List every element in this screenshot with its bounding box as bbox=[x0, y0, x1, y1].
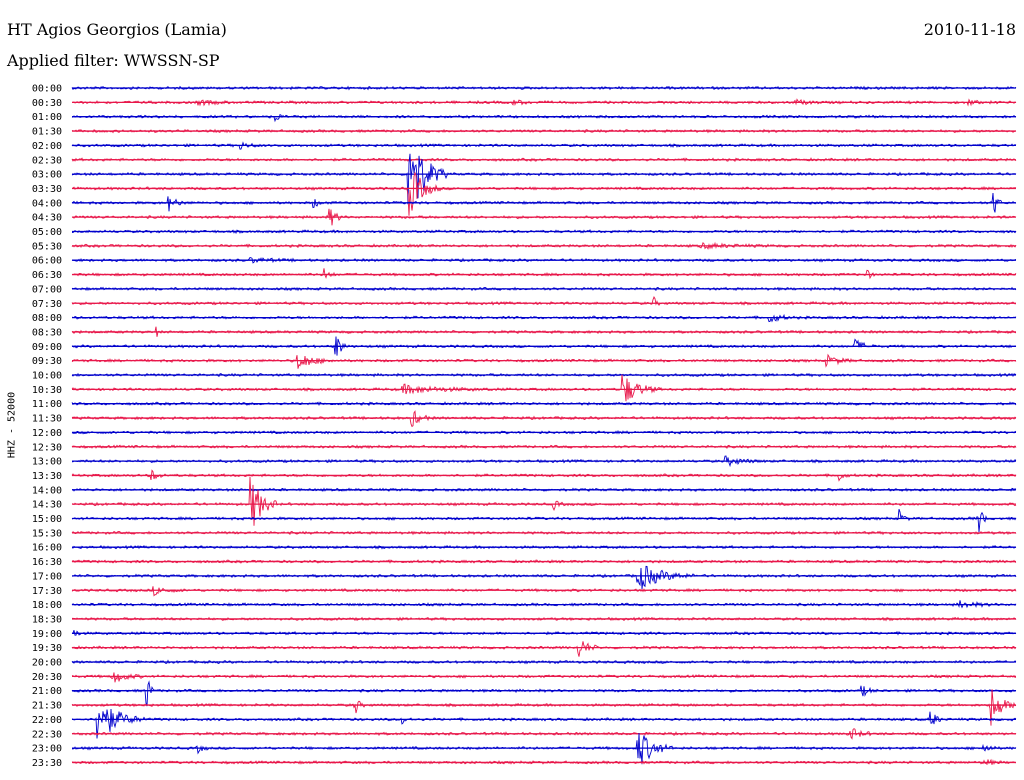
time-label: 20:00 bbox=[32, 658, 62, 669]
time-label: 12:00 bbox=[32, 428, 62, 439]
time-label: 22:00 bbox=[32, 715, 62, 726]
time-label: 14:30 bbox=[32, 500, 62, 511]
trace-row-35 bbox=[71, 586, 1017, 597]
time-label: 19:00 bbox=[32, 629, 62, 640]
trace-row-36 bbox=[71, 600, 1017, 609]
trace-row-7 bbox=[71, 171, 1017, 216]
time-label: 09:00 bbox=[32, 342, 62, 353]
trace-row-6 bbox=[71, 153, 1017, 205]
time-label: 00:30 bbox=[32, 98, 62, 109]
time-label: 12:30 bbox=[32, 442, 62, 453]
time-label: 13:00 bbox=[32, 457, 62, 468]
time-label: 20:30 bbox=[32, 672, 62, 683]
date-label: 2010-11-18 bbox=[923, 20, 1016, 39]
time-label: 13:30 bbox=[32, 471, 62, 482]
time-label: 04:30 bbox=[32, 213, 62, 224]
time-label: 09:30 bbox=[32, 356, 62, 367]
time-label: 19:30 bbox=[32, 643, 62, 654]
time-label: 23:30 bbox=[32, 758, 62, 769]
time-label: 23:00 bbox=[32, 744, 62, 755]
time-label: 16:00 bbox=[32, 543, 62, 554]
time-label: 11:00 bbox=[32, 399, 62, 410]
time-label: 11:30 bbox=[32, 414, 62, 425]
time-label: 00:00 bbox=[32, 84, 62, 95]
time-label: 01:30 bbox=[32, 127, 62, 138]
trace-row-41 bbox=[71, 672, 1017, 683]
time-label: 17:00 bbox=[32, 571, 62, 582]
filter-label: Applied filter: WWSSN-SP bbox=[7, 51, 220, 70]
time-label: 17:30 bbox=[32, 586, 62, 597]
trace-row-13 bbox=[71, 268, 1017, 280]
time-label: 02:00 bbox=[32, 141, 62, 152]
trace-row-16 bbox=[71, 313, 1017, 323]
trace-row-23 bbox=[71, 410, 1017, 428]
time-label: 02:30 bbox=[32, 155, 62, 166]
trace-row-19 bbox=[71, 353, 1017, 369]
time-label: 14:00 bbox=[32, 485, 62, 496]
trace-row-30 bbox=[71, 508, 1017, 533]
trace-row-39 bbox=[71, 641, 1017, 657]
time-label: 10:00 bbox=[32, 371, 62, 382]
time-label: 05:00 bbox=[32, 227, 62, 238]
time-label: 18:30 bbox=[32, 614, 62, 625]
time-label: 04:00 bbox=[32, 198, 62, 209]
trace-row-34 bbox=[71, 565, 1017, 590]
time-label: 03:30 bbox=[32, 184, 62, 195]
time-label: 06:00 bbox=[32, 256, 62, 267]
trace-row-2 bbox=[71, 114, 1017, 123]
time-label: 21:00 bbox=[32, 686, 62, 697]
trace-row-21 bbox=[71, 374, 1017, 402]
trace-row-15 bbox=[71, 295, 1017, 306]
time-label: 03:00 bbox=[32, 170, 62, 181]
time-label: 15:30 bbox=[32, 528, 62, 539]
time-label: 15:00 bbox=[32, 514, 62, 525]
time-label: 16:30 bbox=[32, 557, 62, 568]
time-label: 22:30 bbox=[32, 729, 62, 740]
time-label: 01:00 bbox=[32, 112, 62, 123]
time-label: 07:30 bbox=[32, 299, 62, 310]
time-label: 05:30 bbox=[32, 241, 62, 252]
time-label: 21:30 bbox=[32, 701, 62, 712]
time-label: 06:30 bbox=[32, 270, 62, 281]
time-label: 07:00 bbox=[32, 284, 62, 295]
time-label: 18:00 bbox=[32, 600, 62, 611]
time-label: 10:30 bbox=[32, 385, 62, 396]
trace-row-42 bbox=[71, 680, 1017, 707]
station-title: HT Agios Georgios (Lamia) bbox=[7, 20, 227, 39]
time-label: 08:00 bbox=[32, 313, 62, 324]
time-label: 08:30 bbox=[32, 327, 62, 338]
